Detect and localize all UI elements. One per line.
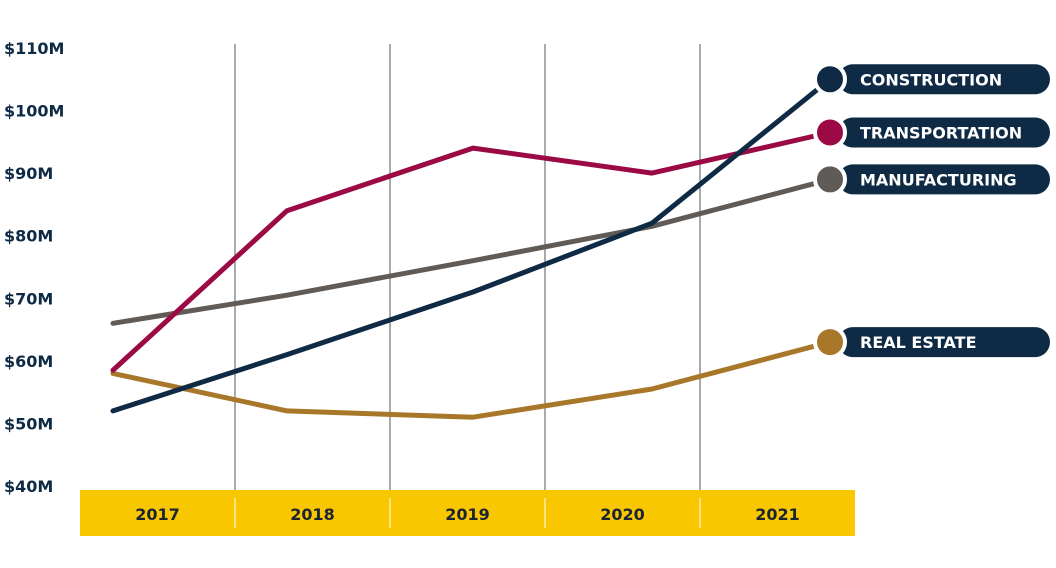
y-tick-label: $90M (4, 164, 53, 183)
x-tick-label: 2021 (755, 505, 800, 524)
x-tick-label: 2019 (445, 505, 490, 524)
x-tick-label: 2020 (600, 505, 645, 524)
y-tick-label: $100M (4, 102, 64, 121)
y-tick-label: $40M (4, 477, 53, 496)
end-point-construction (813, 62, 847, 97)
series-labels: CONSTRUCTION TRANSPORTATION MANUFACTURING R… (813, 62, 1050, 360)
series-line-manufacturing (110, 176, 833, 326)
x-tick-label: 2018 (290, 505, 335, 524)
end-point-transportation (813, 115, 847, 150)
y-axis: $40M $50M $60M $70M $80M $90M $100M $110M (4, 39, 64, 496)
x-axis-band: 2017 2018 2019 2020 2021 (80, 490, 855, 536)
end-point-manufacturing (813, 162, 847, 197)
series-label-construction: CONSTRUCTION (860, 70, 1002, 89)
end-point-real-estate (813, 325, 847, 360)
x-tick-label: 2017 (135, 505, 180, 524)
y-tick-label: $60M (4, 352, 53, 371)
label-pill-construction (838, 64, 1050, 95)
series-label-real-estate: REAL ESTATE (860, 333, 977, 352)
grid-lines (234, 44, 701, 490)
y-tick-label: $80M (4, 227, 53, 246)
series-label-manufacturing: MANUFACTURING (860, 170, 1017, 189)
label-pill-transportation (838, 117, 1050, 148)
series-line-construction (110, 76, 833, 414)
y-tick-label: $50M (4, 414, 53, 433)
series-line-real-estate (110, 339, 833, 420)
y-tick-label: $70M (4, 289, 53, 308)
x-axis-band-bg (80, 490, 855, 536)
label-pill-manufacturing (838, 164, 1050, 195)
series-line-transportation (110, 130, 833, 373)
series-lines (110, 76, 833, 420)
series-label-transportation: TRANSPORTATION (860, 123, 1022, 142)
label-pill-real-estate (838, 327, 1050, 358)
y-tick-label: $110M (4, 39, 64, 58)
